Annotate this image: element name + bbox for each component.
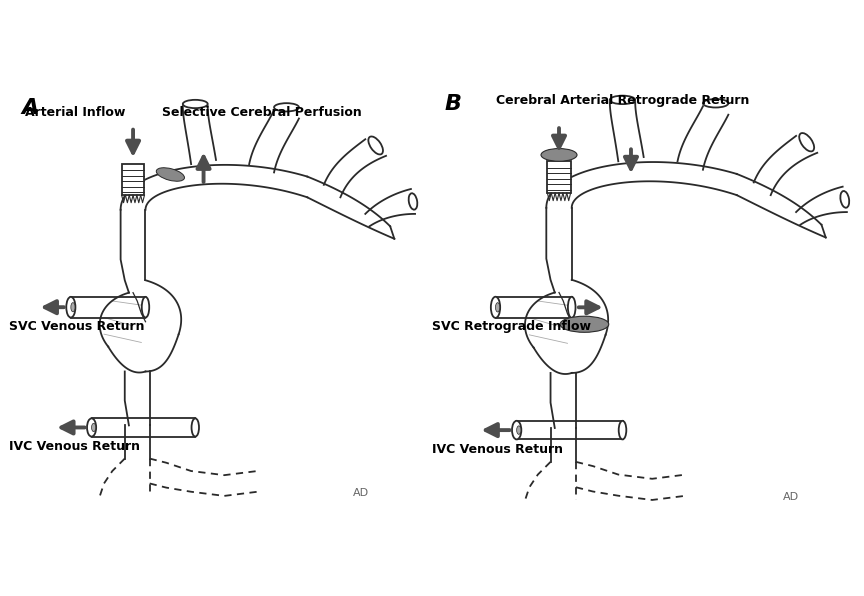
Ellipse shape xyxy=(192,418,199,437)
Text: IVC Venous Return: IVC Venous Return xyxy=(9,440,140,453)
Bar xyxy=(548,162,570,193)
Text: Selective Cerebral Perfusion: Selective Cerebral Perfusion xyxy=(162,106,362,119)
Ellipse shape xyxy=(71,303,75,312)
Text: Cerebral Arterial Retrograde Return: Cerebral Arterial Retrograde Return xyxy=(496,94,749,107)
Bar xyxy=(122,164,144,195)
Ellipse shape xyxy=(491,297,500,318)
Text: SVC Retrograde Inflow: SVC Retrograde Inflow xyxy=(432,320,591,333)
Text: B: B xyxy=(445,94,461,113)
Ellipse shape xyxy=(841,191,849,208)
Ellipse shape xyxy=(87,418,96,437)
Ellipse shape xyxy=(368,136,383,154)
Ellipse shape xyxy=(799,133,814,151)
Text: Arterial Inflow: Arterial Inflow xyxy=(25,106,125,119)
Ellipse shape xyxy=(619,421,626,439)
Ellipse shape xyxy=(92,423,96,432)
Ellipse shape xyxy=(541,148,577,162)
Ellipse shape xyxy=(568,297,575,318)
Ellipse shape xyxy=(703,99,728,107)
Ellipse shape xyxy=(274,103,299,111)
Ellipse shape xyxy=(67,297,75,318)
Ellipse shape xyxy=(512,421,521,439)
Text: SVC Venous Return: SVC Venous Return xyxy=(9,319,144,333)
Ellipse shape xyxy=(156,167,185,181)
Text: IVC Venous Return: IVC Venous Return xyxy=(432,443,563,456)
Ellipse shape xyxy=(183,100,207,108)
Ellipse shape xyxy=(517,426,521,434)
Text: AD: AD xyxy=(784,492,799,502)
Text: AD: AD xyxy=(353,488,369,498)
Ellipse shape xyxy=(409,193,417,210)
Ellipse shape xyxy=(496,303,499,312)
Ellipse shape xyxy=(610,95,635,104)
Ellipse shape xyxy=(560,316,609,333)
Text: A: A xyxy=(21,98,38,118)
Ellipse shape xyxy=(142,297,149,318)
